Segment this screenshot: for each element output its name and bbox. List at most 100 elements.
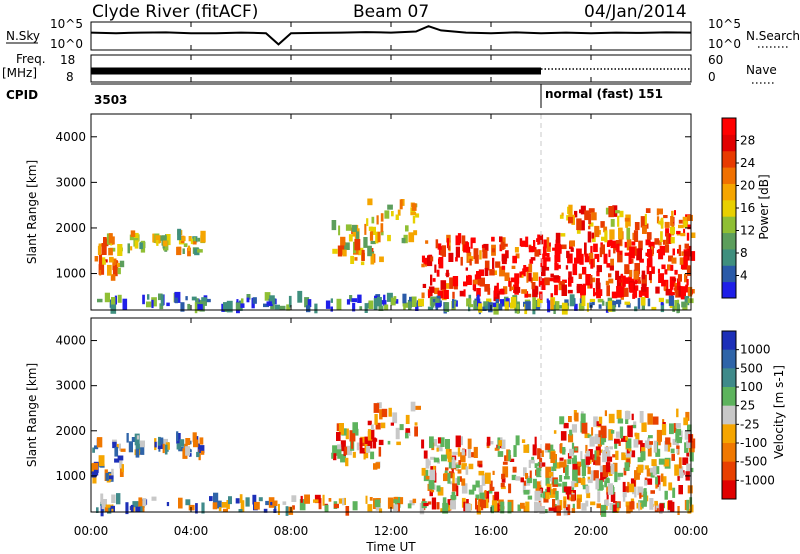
- scatter-cell: [508, 483, 512, 494]
- scatter-cell: [135, 506, 141, 512]
- scatter-cell: [672, 487, 676, 498]
- scatter-cell: [568, 204, 573, 217]
- scatter-cell: [569, 448, 574, 457]
- scatter-cell: [473, 300, 480, 310]
- scatter-cell: [424, 262, 427, 267]
- scatter-cell: [201, 297, 207, 302]
- scatter-cell: [531, 282, 536, 290]
- scatter-cell: [609, 446, 613, 450]
- scatter-cell: [331, 452, 334, 459]
- scatter-cell: [338, 498, 345, 504]
- scatter-cell: [463, 242, 470, 253]
- scatter-cell: [457, 469, 462, 474]
- scatter-cell: [633, 439, 639, 448]
- scatter-cell: [429, 286, 435, 293]
- scatter-cell: [165, 234, 171, 246]
- y-tick-label: 1000: [55, 469, 86, 483]
- scatter-cell: [605, 207, 611, 215]
- scatter-cell: [407, 503, 412, 509]
- scatter-cell: [596, 450, 600, 458]
- power-colorbar-label: Power [dB]: [757, 174, 771, 239]
- scatter-cell: [579, 298, 583, 304]
- scatter-cell: [199, 437, 204, 445]
- scatter-cell: [606, 263, 611, 268]
- scatter-cell: [602, 465, 609, 477]
- scatter-cell: [647, 478, 653, 485]
- scatter-cell: [521, 289, 527, 294]
- scatter-cell: [371, 216, 375, 224]
- scatter-cell: [166, 502, 170, 507]
- colorbar-tick-label: -500: [740, 455, 767, 469]
- scatter-cell: [494, 491, 500, 501]
- scatter-cell: [448, 471, 453, 478]
- scatter-cell: [438, 258, 443, 265]
- scatter-cell: [622, 279, 625, 290]
- scatter-cell: [114, 458, 120, 463]
- scatter-cell: [686, 248, 689, 254]
- scatter-cell: [626, 438, 632, 449]
- scatter-cell: [447, 245, 451, 251]
- scatter-cell: [240, 500, 245, 513]
- scatter-cell: [523, 490, 530, 495]
- scatter-cell: [676, 303, 680, 314]
- power-colorbar: 4 8 12 16 20 24 28: [721, 117, 755, 299]
- scatter-cell: [408, 301, 412, 310]
- scatter-cell: [660, 300, 664, 306]
- scatter-cell: [559, 461, 565, 468]
- scatter-cell: [503, 243, 508, 247]
- scatter-cell: [500, 241, 505, 250]
- scatter-cell: [160, 294, 164, 306]
- scatter-cell: [96, 437, 103, 448]
- scatter-cell: [616, 286, 622, 298]
- scatter-cell: [615, 450, 619, 460]
- scatter-cell: [465, 267, 468, 271]
- scatter-cell: [279, 305, 286, 310]
- scatter-cell: [105, 504, 111, 508]
- scatter-cell: [228, 496, 232, 505]
- scatter-cell: [484, 305, 489, 309]
- scatter-cell: [526, 271, 529, 283]
- scatter-cell: [354, 257, 358, 261]
- scatter-cell: [399, 199, 403, 210]
- scatter-cell: [421, 255, 425, 263]
- scatter-cell: [674, 269, 678, 275]
- scatter-cell: [495, 261, 501, 268]
- scatter-cell: [351, 298, 358, 303]
- scatter-cell: [159, 437, 164, 445]
- scatter-cell: [395, 427, 400, 440]
- scatter-cell: [342, 498, 345, 506]
- scatter-cell: [484, 267, 489, 276]
- scatter-cell: [140, 240, 146, 253]
- scatter-cell: [377, 231, 381, 243]
- scatter-cell: [282, 501, 287, 505]
- scatter-cell: [680, 286, 686, 299]
- scatter-cell: [493, 303, 499, 315]
- scatter-cell: [117, 267, 121, 275]
- scatter-cell: [684, 431, 691, 440]
- scatter-cell: [437, 243, 442, 250]
- scatter-cell: [618, 279, 622, 283]
- scatter-cell: [608, 429, 613, 440]
- velocity-colorbar: 1000 500 100 25 -25 -100 -500 -1000: [721, 330, 775, 500]
- scatter-cell: [576, 283, 582, 294]
- scatter-cell: [370, 451, 375, 460]
- scatter-cell: [641, 270, 646, 280]
- scatter-cell: [358, 247, 364, 256]
- scatter-cell: [314, 303, 318, 314]
- scatter-cell: [387, 204, 393, 210]
- scatter-cell: [690, 504, 694, 513]
- scatter-cell: [513, 284, 516, 293]
- scatter-cell: [112, 441, 117, 449]
- scatter-cell: [401, 237, 406, 244]
- scatter-cell: [556, 264, 561, 269]
- scatter-cell: [490, 486, 495, 491]
- scatter-cell: [591, 457, 595, 463]
- scatter-cell: [576, 494, 582, 502]
- scatter-cell: [607, 301, 613, 312]
- colorbar-segment: [722, 150, 736, 168]
- scatter-cell: [534, 436, 537, 449]
- scatter-cell: [503, 286, 508, 294]
- scatter-cell: [437, 437, 441, 444]
- scatter-cell: [116, 443, 119, 449]
